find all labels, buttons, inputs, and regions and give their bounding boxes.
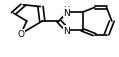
Text: O: O xyxy=(17,30,24,39)
Text: H: H xyxy=(63,6,70,15)
Text: N: N xyxy=(63,8,70,17)
Text: N: N xyxy=(63,26,70,35)
